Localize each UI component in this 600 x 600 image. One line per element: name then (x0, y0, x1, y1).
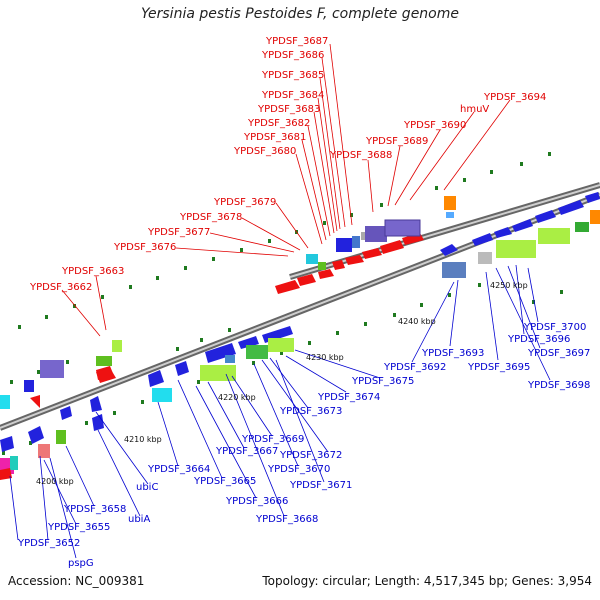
label-ypdsf-3669: YPDSF_3669 (241, 434, 304, 445)
label-ypdsf-3676: YPDSF_3676 (113, 242, 176, 253)
label-ypdsf-3670: YPDSF_3670 (267, 464, 330, 475)
label-ypdsf-3684: YPDSF_3684 (261, 90, 324, 101)
label-ypdsf-3667: YPDSF_3667 (215, 446, 278, 457)
label-ypdsf-3668: YPDSF_3668 (255, 514, 318, 525)
label-ypdsf-3673: YPDSF_3673 (279, 406, 342, 417)
label-ypdsf-3687: YPDSF_3687 (265, 36, 328, 47)
label-ypdsf-3692: YPDSF_3692 (383, 362, 446, 373)
labels-top: YPDSF_3687 YPDSF_3686 YPDSF_3685 YPDSF_3… (29, 36, 546, 293)
label-ypdsf-3652: YPDSF_3652 (17, 538, 80, 549)
label-ypdsf-3697: YPDSF_3697 (527, 348, 590, 359)
label-ypdsf-3675: YPDSF_3675 (351, 376, 414, 387)
kbp-labels: 4200 kbp 4210 kbp 4220 kbp 4230 kbp 4240… (36, 281, 528, 486)
label-ypdsf-3680: YPDSF_3680 (233, 146, 296, 157)
gene-features (0, 192, 600, 480)
label-ypdsf-3682: YPDSF_3682 (247, 118, 310, 129)
label-ypdsf-3677: YPDSF_3677 (147, 227, 210, 238)
label-pspg: pspG (68, 558, 94, 569)
labels-bottom: YPDSF_3700 YPDSF_3696 YPDSF_3697 YPDSF_3… (17, 322, 590, 569)
label-ypdsf-3688: YPDSF_3688 (329, 150, 392, 161)
backbone-lower (0, 192, 600, 431)
kbp-label-4200: 4200 kbp (36, 477, 74, 486)
label-ypdsf-3658: YPDSF_3658 (63, 504, 126, 515)
label-ypdsf-3690: YPDSF_3690 (403, 120, 466, 131)
kbp-label-4210: 4210 kbp (124, 435, 162, 444)
label-ypdsf-3696: YPDSF_3696 (507, 334, 570, 345)
label-ypdsf-3672: YPDSF_3672 (279, 450, 342, 461)
label-ypdsf-3683: YPDSF_3683 (257, 104, 320, 115)
label-ypdsf-3664: YPDSF_3664 (147, 464, 210, 475)
label-ypdsf-3685: YPDSF_3685 (261, 70, 324, 81)
label-hmuv: hmuV (460, 104, 489, 115)
label-ubic: ubiC (136, 482, 158, 493)
label-ypdsf-3655: YPDSF_3655 (47, 522, 110, 533)
kbp-label-4240: 4240 kbp (398, 317, 436, 326)
label-ypdsf-3694: YPDSF_3694 (483, 92, 546, 103)
label-ypdsf-3700: YPDSF_3700 (523, 322, 586, 333)
label-ypdsf-3662: YPDSF_3662 (29, 282, 92, 293)
tick-marks (2, 152, 563, 455)
genome-summary: Topology: circular; Length: 4,517,345 bp… (262, 574, 592, 588)
accession-label: Accession: NC_009381 (8, 574, 145, 588)
label-ypdsf-3665: YPDSF_3665 (193, 476, 256, 487)
label-ypdsf-3689: YPDSF_3689 (365, 136, 428, 147)
label-ypdsf-3686: YPDSF_3686 (261, 50, 324, 61)
label-ypdsf-3674: YPDSF_3674 (317, 392, 380, 403)
kbp-label-4220: 4220 kbp (218, 393, 256, 402)
kbp-label-4250: 4250 kbp (490, 281, 528, 290)
label-ypdsf-3698: YPDSF_3698 (527, 380, 590, 391)
label-ypdsf-3693: YPDSF_3693 (421, 348, 484, 359)
label-ubia: ubiA (128, 514, 150, 525)
label-ypdsf-3681: YPDSF_3681 (243, 132, 306, 143)
label-ypdsf-3679: YPDSF_3679 (213, 197, 276, 208)
label-ypdsf-3671: YPDSF_3671 (289, 480, 352, 491)
leader-lines-bottom (9, 264, 551, 559)
leader-lines-top (61, 43, 511, 337)
label-ypdsf-3678: YPDSF_3678 (179, 212, 242, 223)
label-ypdsf-3666: YPDSF_3666 (225, 496, 288, 507)
label-ypdsf-3695: YPDSF_3695 (467, 362, 530, 373)
label-ypdsf-3663: YPDSF_3663 (61, 266, 124, 277)
map-title: Yersinia pestis Pestoides F, complete ge… (141, 6, 459, 22)
kbp-label-4230: 4230 kbp (306, 353, 344, 362)
